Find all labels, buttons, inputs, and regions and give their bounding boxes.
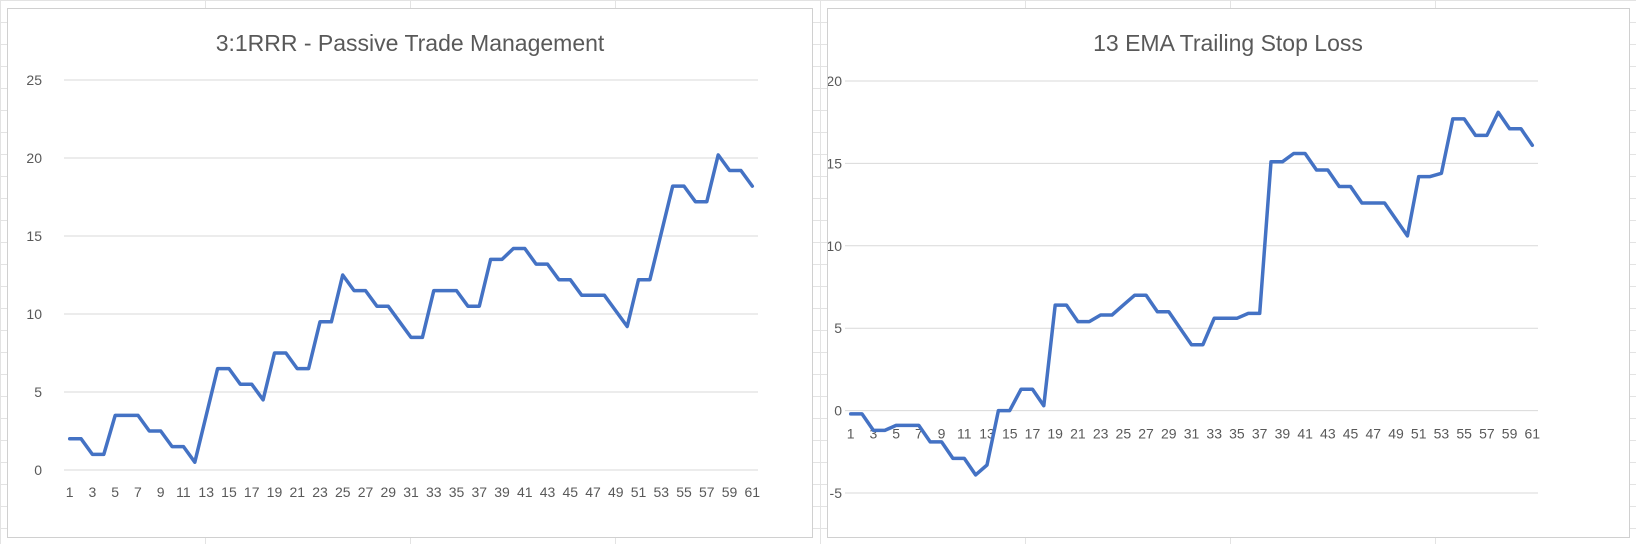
x-tick-label: 61 [745,484,761,500]
x-tick-label: 49 [608,484,624,500]
x-tick-label: 55 [1456,426,1472,442]
x-axis-tick-labels: 1 3 5 7 9 11 13 15 17 19 21 23 25 27 29 31 33 35 37 39 41 43 4… [847,426,1541,442]
x-tick-label: 3 [870,426,878,442]
gridlines [845,80,1538,494]
series-layer [67,153,755,464]
x-tick-label: 21 [1070,426,1086,442]
x-tick-label: 41 [517,484,533,500]
x-tick-label: 45 [1343,426,1359,442]
x-tick-label: 53 [1434,426,1450,442]
x-tick-label: 43 [1320,426,1336,442]
x-tick-label: 57 [699,484,715,500]
x-tick-label: 39 [494,484,510,500]
x-tick-label: 19 [267,484,283,500]
x-tick-label: 59 [1502,426,1518,442]
x-tick-label: 15 [1002,426,1018,442]
x-tick-label: 11 [176,484,191,500]
x-tick-label: 57 [1479,426,1495,442]
x-tick-label: 9 [157,484,165,500]
y-tick-label: 20 [828,73,842,89]
series-line-0[interactable] [67,153,755,464]
series-line-0[interactable] [848,110,1535,477]
x-tick-label: 7 [134,484,142,500]
x-tick-label: 5 [892,426,900,442]
x-tick-label: 51 [1411,426,1427,442]
x-tick-label: 17 [244,484,260,500]
x-tick-label: 27 [358,484,374,500]
y-tick-label: 25 [26,72,42,88]
x-tick-label: 47 [585,484,601,500]
x-tick-label: 27 [1138,426,1154,442]
x-tick-label: 41 [1297,426,1313,442]
x-tick-label: 11 [957,426,972,442]
series-layer [848,110,1535,477]
y-tick-label: 10 [26,306,42,322]
x-tick-label: 19 [1047,426,1063,442]
x-tick-label: 47 [1365,426,1381,442]
x-tick-label: 1 [847,426,855,442]
x-tick-label: 35 [449,484,465,500]
x-tick-label: 31 [403,484,419,500]
x-tick-label: 35 [1229,426,1245,442]
y-tick-label: -5 [830,485,843,501]
x-tick-label: 13 [198,484,214,500]
x-tick-label: 45 [562,484,578,500]
x-tick-label: 29 [380,484,396,500]
chart-title: 13 EMA Trailing Stop Loss [1093,30,1363,56]
x-tick-label: 7 [915,426,923,442]
gridlines [64,79,758,471]
x-tick-label: 39 [1275,426,1291,442]
x-tick-label: 43 [540,484,556,500]
y-tick-label: 0 [34,462,42,478]
x-tick-label: 49 [1388,426,1404,442]
x-tick-label: 29 [1161,426,1177,442]
x-tick-label: 37 [1252,426,1268,442]
x-tick-label: 31 [1184,426,1200,442]
x-tick-label: 1 [66,484,74,500]
chart-panel-passive-management[interactable]: 3:1RRR - Passive Trade Management 0 5 10 15… [7,8,813,538]
chart-title: 3:1RRR - Passive Trade Management [216,30,605,56]
y-axis-tick-labels: -5 0 5 10 15 20 [828,73,842,501]
y-tick-label: 20 [26,150,42,166]
y-axis-tick-labels: 0 5 10 15 20 25 [26,72,42,478]
x-tick-label: 59 [722,484,738,500]
x-tick-label: 21 [289,484,305,500]
y-tick-label: 15 [828,155,842,171]
y-tick-label: 10 [828,238,842,254]
x-tick-label: 23 [1093,426,1109,442]
x-tick-label: 9 [938,426,946,442]
y-tick-label: 0 [834,403,842,419]
x-tick-label: 23 [312,484,328,500]
chart-passive-management: 3:1RRR - Passive Trade Management 051015… [26,30,761,500]
x-tick-label: 5 [111,484,119,500]
x-tick-label: 51 [631,484,647,500]
y-tick-label: 5 [34,384,42,400]
x-tick-label: 61 [1525,426,1541,442]
x-axis-tick-labels: 1 3 5 7 9 11 13 15 17 19 21 23 25 27 29 31 33 35 37 39 41 43 4… [66,484,761,500]
x-tick-label: 3 [89,484,97,500]
x-tick-label: 15 [221,484,237,500]
x-tick-label: 33 [1206,426,1222,442]
x-tick-label: 37 [471,484,487,500]
x-tick-label: 55 [676,484,692,500]
x-tick-label: 17 [1025,426,1041,442]
x-tick-label: 53 [654,484,670,500]
x-tick-label: 25 [335,484,351,500]
y-tick-label: 5 [834,320,842,336]
x-tick-label: 33 [426,484,442,500]
y-tick-label: 15 [26,228,42,244]
x-tick-label: 25 [1116,426,1132,442]
